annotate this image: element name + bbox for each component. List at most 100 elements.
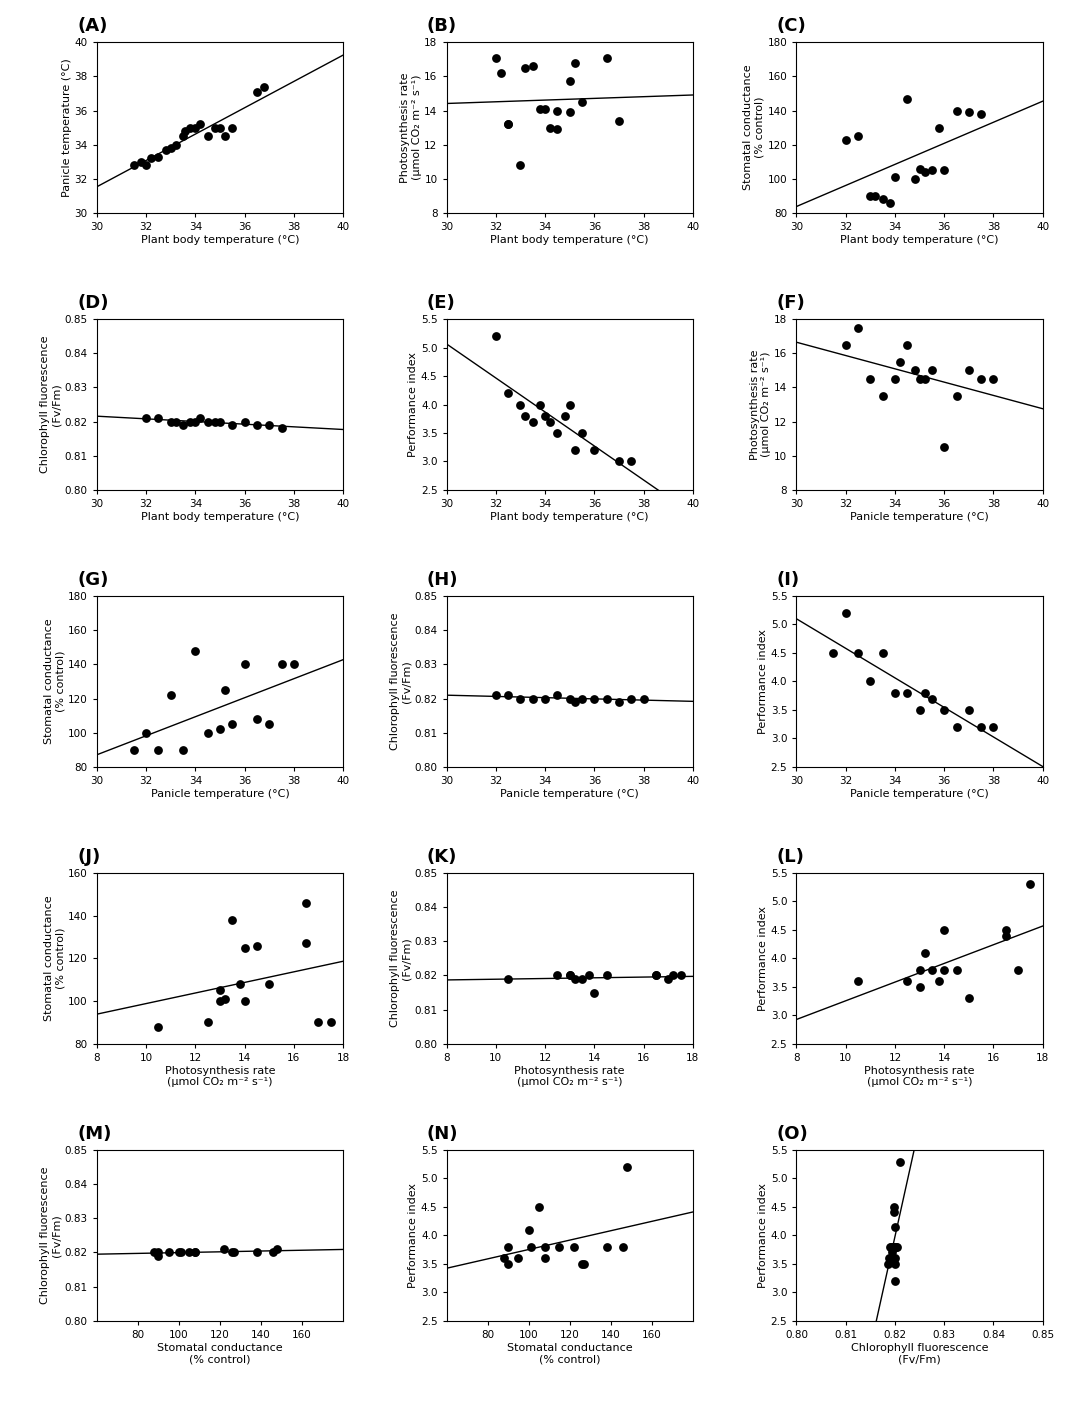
Point — [960, 101, 977, 124]
Point — [199, 1012, 216, 1034]
Point — [269, 1238, 286, 1260]
Point — [985, 368, 1002, 391]
Y-axis label: Chlorophyll fluorescence
(Fv/Fm): Chlorophyll fluorescence (Fv/Fm) — [390, 613, 412, 750]
Point — [561, 393, 578, 416]
Point — [923, 958, 941, 981]
Point — [887, 368, 904, 391]
Point — [170, 1241, 187, 1263]
Point — [916, 681, 933, 704]
Point — [911, 157, 928, 180]
Point — [916, 368, 933, 391]
Y-axis label: Stomatal conductance
(% control): Stomatal conductance (% control) — [44, 895, 66, 1021]
Text: (O): (O) — [776, 1125, 808, 1142]
Point — [212, 979, 229, 1002]
Text: (G): (G) — [77, 570, 109, 589]
Point — [187, 1241, 204, 1263]
Point — [172, 1241, 189, 1263]
Point — [825, 642, 842, 665]
X-axis label: Panicle temperature (°C): Panicle temperature (°C) — [850, 511, 989, 521]
Text: (A): (A) — [77, 17, 108, 35]
Point — [573, 687, 590, 710]
X-axis label: Panicle temperature (°C): Panicle temperature (°C) — [500, 788, 640, 798]
Point — [837, 128, 855, 150]
Point — [162, 410, 180, 433]
Text: (H): (H) — [427, 570, 458, 589]
Point — [500, 968, 517, 991]
Point — [549, 118, 567, 140]
Point — [226, 1241, 243, 1263]
Point — [224, 1241, 241, 1263]
Point — [598, 687, 615, 710]
Point — [487, 325, 504, 347]
Point — [536, 1235, 554, 1257]
Point — [125, 739, 142, 762]
Point — [216, 988, 233, 1010]
Point — [517, 56, 534, 79]
Point — [298, 892, 315, 915]
Point — [216, 125, 233, 148]
X-axis label: Plant body temperature (°C): Plant body temperature (°C) — [490, 511, 649, 521]
Text: (D): (D) — [77, 294, 109, 312]
Point — [611, 110, 628, 132]
Point — [549, 100, 567, 122]
Text: (M): (M) — [77, 1125, 112, 1142]
Point — [187, 410, 204, 433]
Point — [899, 969, 916, 992]
Point — [248, 1241, 266, 1263]
Point — [862, 368, 879, 391]
Point — [549, 422, 567, 444]
Point — [138, 407, 155, 430]
Point — [573, 1252, 590, 1274]
Point — [216, 679, 233, 701]
Point — [886, 1201, 903, 1224]
Point — [891, 1151, 908, 1173]
Point — [660, 968, 677, 991]
Point — [199, 125, 216, 148]
Text: (K): (K) — [427, 849, 457, 865]
Point — [906, 167, 923, 190]
Point — [916, 160, 933, 183]
Point — [849, 316, 866, 339]
Point — [561, 687, 578, 710]
Point — [998, 919, 1015, 941]
Point — [837, 333, 855, 355]
Text: (E): (E) — [427, 294, 456, 312]
Point — [248, 708, 266, 731]
Point — [500, 382, 517, 405]
Point — [167, 133, 184, 156]
Point — [174, 739, 191, 762]
Point — [935, 919, 952, 941]
Point — [149, 407, 167, 430]
Y-axis label: Chlorophyll fluorescence
(Fv/Fm): Chlorophyll fluorescence (Fv/Fm) — [390, 889, 412, 1027]
Point — [160, 1241, 177, 1263]
Point — [542, 117, 559, 139]
Point — [837, 601, 855, 624]
Point — [911, 368, 928, 391]
Point — [132, 150, 149, 173]
Point — [886, 1235, 903, 1257]
Point — [973, 103, 990, 125]
Point — [887, 681, 904, 704]
Text: (L): (L) — [776, 849, 804, 865]
Point — [500, 684, 517, 707]
Point — [1009, 958, 1027, 981]
Y-axis label: Performance index: Performance index — [408, 353, 418, 457]
Point — [849, 969, 866, 992]
Point — [935, 698, 952, 721]
Y-axis label: Stomatal conductance
(% control): Stomatal conductance (% control) — [743, 65, 764, 191]
Point — [622, 450, 640, 472]
Point — [622, 687, 640, 710]
Point — [647, 964, 664, 986]
Point — [517, 405, 534, 427]
Point — [885, 1235, 902, 1257]
Point — [224, 117, 241, 139]
Point — [149, 1245, 167, 1267]
Y-axis label: Panicle temperature (°C): Panicle temperature (°C) — [61, 58, 72, 197]
Point — [573, 422, 590, 444]
Point — [886, 1270, 903, 1293]
Point — [889, 1235, 906, 1257]
Point — [1022, 873, 1040, 895]
Point — [598, 1235, 615, 1257]
Point — [542, 410, 559, 433]
Point — [886, 1196, 903, 1218]
